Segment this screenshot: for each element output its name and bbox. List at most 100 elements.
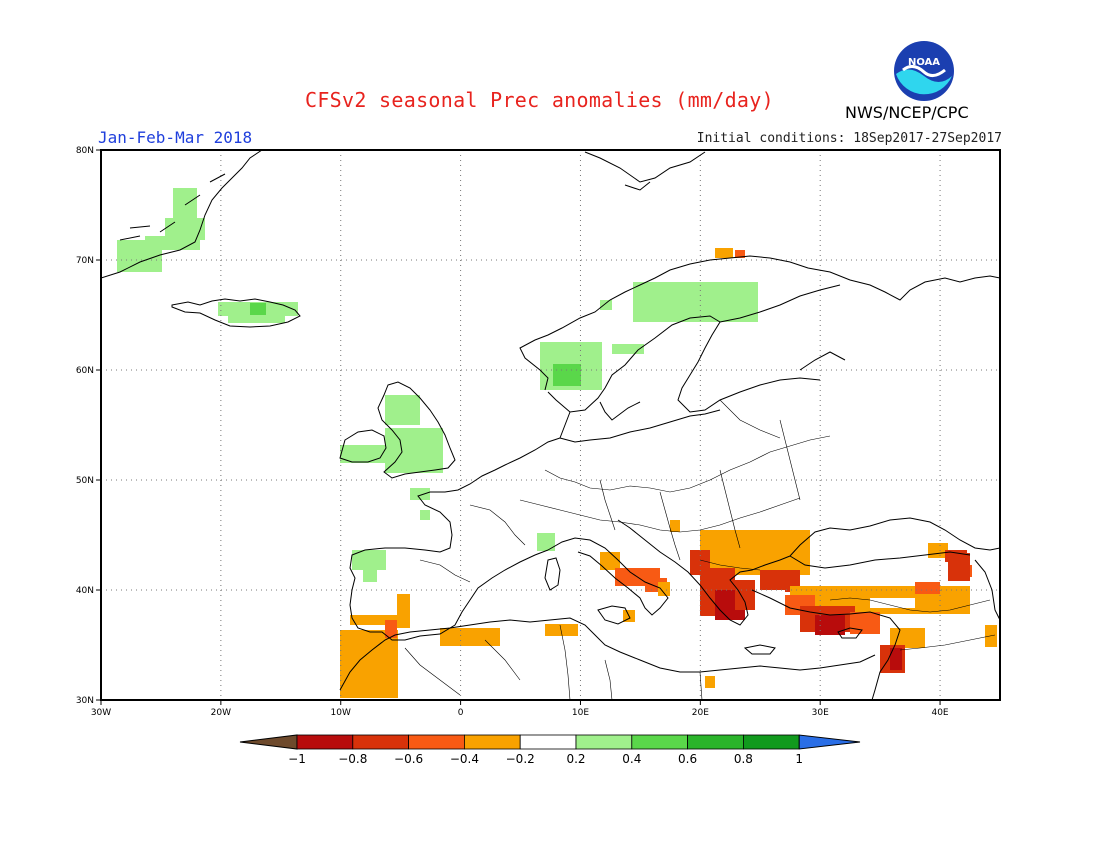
colorbar-box xyxy=(352,734,409,750)
colorbar-box xyxy=(408,734,465,750)
colorbar-label: −0.2 xyxy=(506,752,535,766)
colorbar-box xyxy=(687,734,744,750)
y-tick-label: 50N xyxy=(76,476,94,486)
colorbar-label: −0.8 xyxy=(338,752,367,766)
map-content xyxy=(101,150,1000,700)
x-tick-label: 30E xyxy=(812,708,829,718)
colorbar-label: −0.4 xyxy=(450,752,479,766)
greenland-coast xyxy=(101,150,263,279)
colorbar-box xyxy=(519,734,577,750)
x-tick-label: 10W xyxy=(331,708,351,718)
country-borders xyxy=(404,399,996,700)
colorbar-arrow-high xyxy=(798,734,861,750)
anomaly-cell xyxy=(350,615,398,625)
turkey-levant-coast xyxy=(751,589,901,700)
baltic-coast xyxy=(547,315,821,413)
caspian-coast xyxy=(974,559,1000,621)
colorbar-labels: −1 −0.8 −0.6 −0.4 −0.2 0.2 0.4 0.6 0.8 1 xyxy=(288,752,803,766)
anomaly-cell xyxy=(700,530,810,575)
anomaly-cell xyxy=(165,218,205,240)
colorbar-label: −0.6 xyxy=(394,752,423,766)
anomaly-cell xyxy=(600,300,612,310)
north-africa-coast xyxy=(339,617,876,691)
anomaly-cell xyxy=(705,676,715,688)
colorbar-label: 0.2 xyxy=(566,752,585,766)
anomaly-cell xyxy=(600,552,620,570)
agency-label: NWS/NCEP/CPC xyxy=(845,103,969,122)
colorbar-box xyxy=(743,734,800,750)
colorbar-arrow-low xyxy=(239,734,298,750)
italy-coast xyxy=(547,537,669,616)
anomaly-cell xyxy=(735,580,755,610)
anomaly-cell xyxy=(633,282,758,322)
balkans-coast xyxy=(617,519,791,626)
y-tick-label: 70N xyxy=(76,256,94,266)
anomaly-cell xyxy=(850,612,880,634)
y-tick-label: 80N xyxy=(76,146,94,156)
anomaly-cell xyxy=(173,188,197,218)
anomaly-cell xyxy=(340,630,398,698)
chart-title: CFSv2 seasonal Prec anomalies (mm/day) xyxy=(305,88,774,112)
anomaly-cell xyxy=(537,533,555,551)
anomaly-cell xyxy=(715,248,733,258)
anomaly-cell xyxy=(948,553,970,581)
west-europe-coast xyxy=(349,437,561,641)
anomaly-cell xyxy=(385,428,443,473)
colorbar-label: −1 xyxy=(288,752,306,766)
anomaly-cell xyxy=(915,582,940,594)
grid-lines xyxy=(101,150,1000,700)
x-tick-label: 20E xyxy=(692,708,709,718)
x-axis-ticks: 30W 20W 10W 0 10E 20E 30E 40E xyxy=(91,700,949,718)
colorbar-label: 0.4 xyxy=(622,752,641,766)
anomaly-cell xyxy=(385,395,420,425)
colorbar-label: 0.8 xyxy=(734,752,753,766)
scandinavia-coast xyxy=(519,255,1000,391)
colorbar-box xyxy=(575,734,633,750)
y-tick-label: 40N xyxy=(76,586,94,596)
anomaly-cell xyxy=(397,594,410,628)
anomaly-cell xyxy=(340,445,385,463)
uk-coast xyxy=(377,381,456,479)
anomaly-cells xyxy=(117,188,997,698)
map-frame xyxy=(100,149,1001,701)
x-tick-label: 30W xyxy=(91,708,111,718)
colorbar-box xyxy=(631,734,688,750)
y-tick-label: 60N xyxy=(76,366,94,376)
anomaly-cell xyxy=(420,510,430,520)
anomaly-cell xyxy=(385,620,397,638)
x-tick-label: 20W xyxy=(211,708,231,718)
x-tick-label: 40E xyxy=(931,708,948,718)
anomaly-cell xyxy=(228,314,285,323)
initial-conditions-label: Initial conditions: 18Sep2017-27Sep2017 xyxy=(696,131,1002,146)
anomaly-cell xyxy=(735,250,745,258)
colorbar-label: 1 xyxy=(795,752,803,766)
anomaly-cell xyxy=(410,488,430,500)
black-sea-coast xyxy=(789,517,1000,569)
anomaly-cell xyxy=(670,520,680,532)
anomaly-cell xyxy=(363,570,377,582)
y-tick-label: 30N xyxy=(76,696,94,706)
anomaly-cell xyxy=(815,615,845,635)
colorbar-box xyxy=(296,734,354,750)
x-tick-label: 10E xyxy=(572,708,589,718)
ireland-coast xyxy=(339,429,387,463)
anomaly-cell xyxy=(890,648,902,670)
noaa-logo-icon: NOAA xyxy=(894,41,954,101)
noaa-logo-text: NOAA xyxy=(908,57,940,68)
svalbard-coast xyxy=(584,151,706,191)
colorbar-label: 0.6 xyxy=(678,752,697,766)
coastlines xyxy=(101,150,1000,700)
anomaly-map: 30W 20W 10W 0 10E 20E 30E 40E 30N 40N 50N 60N 70N 80… xyxy=(76,146,1001,718)
iceland-coast xyxy=(171,298,301,328)
anomaly-cell xyxy=(658,582,670,596)
anomaly-cell xyxy=(145,236,200,250)
anomaly-cell xyxy=(870,598,915,608)
x-tick-label: 0 xyxy=(458,708,464,718)
anomaly-cell xyxy=(250,303,266,315)
colorbar-boxes xyxy=(239,734,861,750)
anomaly-cell xyxy=(440,628,500,646)
anomaly-cell xyxy=(545,624,578,636)
anomaly-cell xyxy=(352,550,386,570)
period-label: Jan-Feb-Mar 2018 xyxy=(98,128,253,147)
anomaly-cell xyxy=(612,344,644,354)
